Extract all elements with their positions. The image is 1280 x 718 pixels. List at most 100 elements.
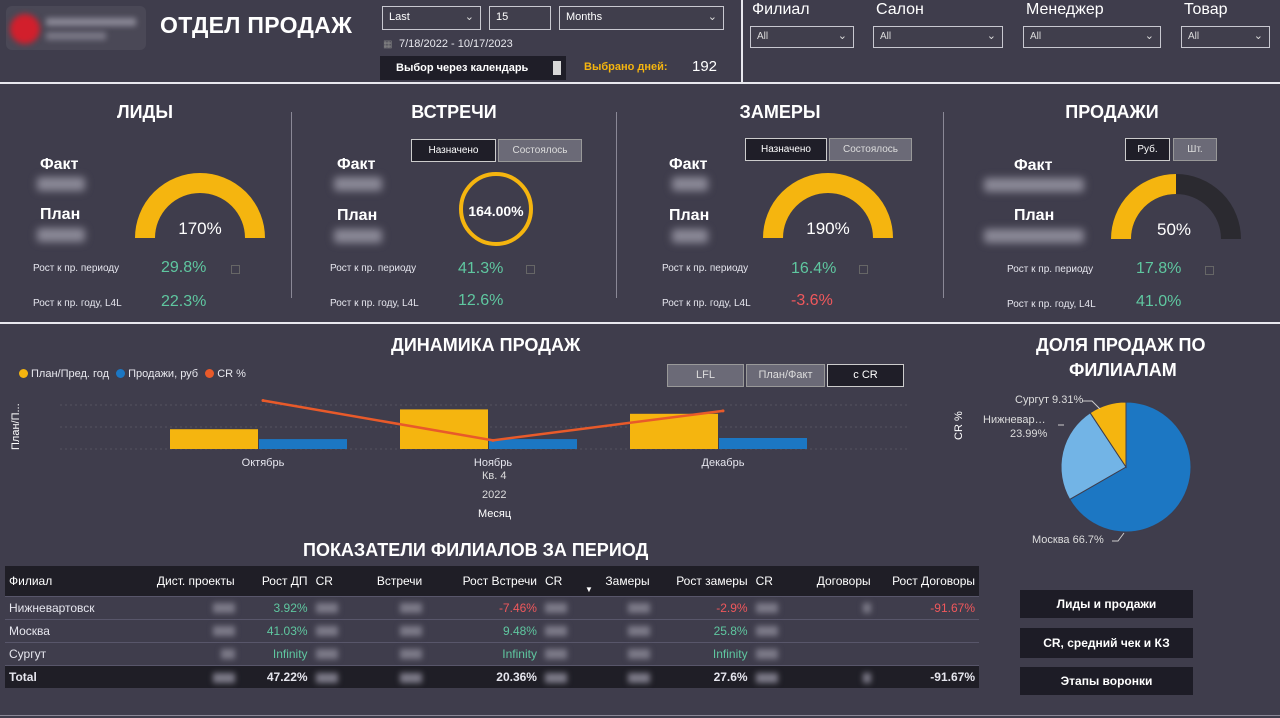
chart-btn-cr[interactable]: с CR (827, 364, 904, 387)
meetings-tab-assigned[interactable]: Назначено (411, 139, 496, 162)
col-header[interactable]: Рост Договоры (874, 566, 979, 596)
measures-tab-assigned[interactable]: Назначено (745, 138, 827, 161)
dynamics-chart: Октябрь Ноябрь Декабрь (60, 398, 910, 469)
info-icon (231, 265, 240, 274)
col-header[interactable]: Дист. проекты (138, 566, 239, 596)
filter-label-salon: Салон (876, 1, 924, 18)
filter-product-select[interactable]: All ⌄ (1181, 26, 1270, 48)
sales-growth-prev-label: Рост к пр. периоду (1007, 264, 1094, 275)
x-tick-label: Ноябрь (474, 457, 512, 469)
table-title: ПОКАЗАТЕЛИ ФИЛИАЛОВ ЗА ПЕРИОД (303, 540, 649, 560)
days-label: Выбрано дней: (584, 61, 668, 73)
chevron-down-icon: ⌄ (837, 30, 847, 42)
measures-plan-label: План (669, 207, 710, 224)
col-header[interactable]: Филиал (5, 566, 139, 596)
meetings-ring (459, 172, 533, 246)
table-row[interactable]: Сургут Infinity Infinity Infinity (5, 641, 979, 665)
col-header[interactable]: Рост замеры (653, 566, 752, 596)
chart-btn-plan-fact[interactable]: План/Факт (746, 364, 825, 387)
measures-growth-year-label: Рост к пр. году, L4L (662, 298, 751, 309)
nav-cr-check-button[interactable]: CR, средний чек и КЗ (1020, 628, 1193, 658)
calendar-toggle[interactable]: Выбор через календарь (380, 56, 566, 80)
sales-tab-rub[interactable]: Руб. (1125, 138, 1170, 161)
chevron-down-icon: ⌄ (1144, 30, 1154, 42)
bar-plan (170, 429, 258, 449)
cell-branch: Total (5, 664, 139, 688)
pie-label-surgut: Сургут 9.31% (1015, 394, 1084, 406)
col-header[interactable]: CR (540, 566, 594, 596)
pie-title-line2: ФИЛИАЛАМ (1069, 360, 1177, 380)
filter-branch-select[interactable]: All ⌄ (750, 26, 854, 48)
bar-sales (719, 438, 807, 449)
col-header[interactable]: Встречи (363, 566, 427, 596)
sales-gauge (1111, 174, 1241, 240)
cell-growth: 41.03% (238, 618, 312, 642)
legend-item-plan: План/Пред. год (19, 368, 109, 380)
filter-label-manager: Менеджер (1026, 1, 1104, 18)
dynamics-title: ДИНАМИКА ПРОДАЖ (391, 335, 581, 355)
filter-label-branch: Филиал (752, 1, 810, 18)
measures-gauge-value: 190% (806, 219, 850, 238)
measures-title: ЗАМЕРЫ (739, 102, 821, 122)
bar-plan (630, 413, 718, 449)
measures-growth-prev-label: Рост к пр. периоду (662, 263, 749, 274)
x-axis-title: Месяц (478, 508, 512, 520)
col-header[interactable]: Договоры (803, 566, 875, 596)
period-count-input[interactable]: 15 (489, 6, 551, 30)
x-axis-year: 2022 (482, 489, 507, 501)
chevron-down-icon: ⌄ (986, 30, 996, 42)
leads-growth-year-value: 22.3% (161, 293, 207, 310)
meetings-tab-held[interactable]: Состоялось (498, 139, 582, 162)
filter-manager-select[interactable]: All ⌄ (1023, 26, 1161, 48)
nav-funnel-button[interactable]: Этапы воронки (1020, 667, 1193, 695)
sales-growth-year-value: 41.0% (1136, 293, 1182, 310)
meetings-plan-label: План (337, 207, 378, 224)
bar-sales (259, 439, 347, 449)
sales-growth-prev-value: 17.8% (1136, 260, 1182, 277)
chart-btn-lfl[interactable]: LFL (667, 364, 744, 387)
col-header[interactable]: Рост Встречи (426, 566, 541, 596)
table-row[interactable]: Нижневартовск 3.92% -7.46% -2.9% -91.67% (5, 595, 979, 619)
col-header[interactable]: Рост ДП (238, 566, 312, 596)
cell-growth: Infinity (238, 641, 312, 665)
period-mode-select[interactable]: Last ⌄ (382, 6, 481, 30)
leads-plan-label: План (40, 206, 81, 223)
cell-growth: -2.9% (653, 595, 752, 619)
pie-slice (1060, 412, 1127, 501)
col-header[interactable]: CR (751, 566, 804, 596)
table-total-row[interactable]: Total 47.22% 20.36% 27.6% -91.67% (5, 664, 979, 688)
chevron-down-icon: ⌄ (1253, 30, 1263, 42)
sales-tab-pcs[interactable]: Шт. (1173, 138, 1217, 161)
page-title: ОТДЕЛ ПРОДАЖ (160, 12, 353, 38)
days-value: 192 (692, 58, 718, 75)
cr-point (491, 438, 495, 442)
date-range: 7/18/2022 - 10/17/2023 (399, 38, 513, 50)
sales-plan-label: План (1014, 207, 1055, 224)
info-icon (526, 265, 535, 274)
calendar-toggle-label: Выбор через календарь (396, 62, 529, 74)
leads-title: ЛИДЫ (116, 102, 173, 122)
meetings-growth-year-value: 12.6% (458, 292, 504, 309)
measures-gauge (763, 173, 893, 239)
leads-fact-label: Факт (40, 156, 79, 173)
leads-plan-value (37, 228, 85, 242)
pie-label-nizh-1: Нижневар… (983, 414, 1046, 426)
table-row[interactable]: Москва 41.03% 9.48% 25.8% (5, 618, 979, 642)
calendar-icon[interactable]: ▦ (383, 39, 393, 50)
sort-desc-icon[interactable]: ▼ (585, 585, 593, 594)
share-pie-chart (1058, 400, 1192, 542)
sales-plan-value (984, 229, 1084, 243)
nav-leads-sales-button[interactable]: Лиды и продажи (1020, 590, 1193, 618)
pie-leader-line (1112, 532, 1125, 542)
sales-growth-year-label: Рост к пр. году, L4L (1007, 299, 1096, 310)
period-unit-select[interactable]: Months ⌄ (559, 6, 724, 30)
meetings-fact-label: Факт (337, 156, 376, 173)
col-header[interactable]: Замеры (593, 566, 654, 596)
filter-salon-select[interactable]: All ⌄ (873, 26, 1003, 48)
meetings-title: ВСТРЕЧИ (411, 102, 497, 122)
measures-tab-done[interactable]: Состоялось (829, 138, 912, 161)
dynamics-legend: План/Пред. год Продажи, руб CR % (19, 368, 246, 380)
cell-growth: 25.8% (653, 618, 752, 642)
col-header[interactable]: CR (311, 566, 364, 596)
x-tick-label: Октябрь (242, 457, 285, 469)
